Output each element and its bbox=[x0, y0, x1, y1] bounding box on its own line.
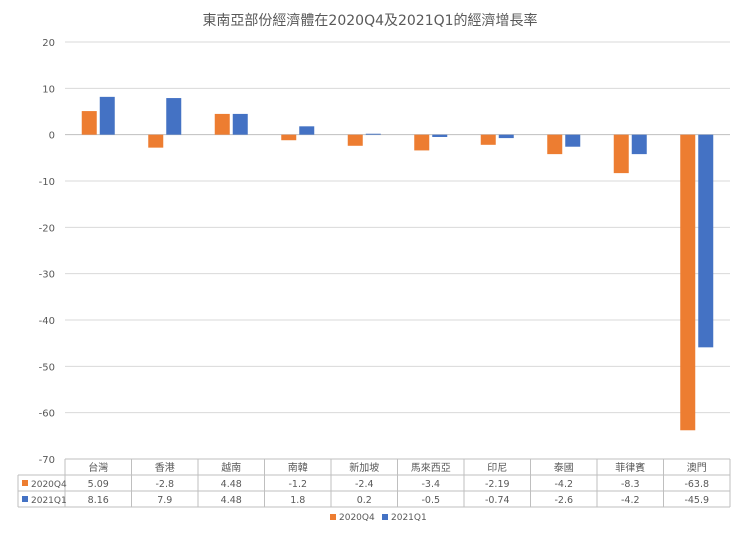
bar-2021Q1 bbox=[365, 133, 381, 135]
bar-2021Q1 bbox=[232, 113, 248, 135]
data-label: -4.2 bbox=[554, 479, 573, 490]
data-label: -1.2 bbox=[288, 479, 307, 490]
data-label: 0.2 bbox=[357, 495, 372, 506]
data-label: 7.9 bbox=[157, 495, 172, 506]
bar-2020Q4 bbox=[414, 134, 430, 151]
bar-2020Q4 bbox=[547, 134, 563, 155]
legend: 2020Q4 2021Q1 bbox=[330, 513, 427, 523]
series-label: 2020Q4 bbox=[31, 480, 67, 490]
y-tick-label: -20 bbox=[39, 223, 55, 234]
legend-label: 2021Q1 bbox=[391, 513, 427, 523]
y-tick-label: -10 bbox=[39, 177, 55, 188]
gridlines bbox=[65, 41, 730, 460]
y-tick-label: -70 bbox=[39, 455, 55, 466]
data-label: 5.09 bbox=[88, 479, 109, 490]
bar-2020Q4 bbox=[214, 113, 230, 135]
bar-2020Q4 bbox=[480, 134, 496, 145]
data-label: -0.74 bbox=[485, 495, 510, 506]
bar-2020Q4 bbox=[148, 134, 164, 148]
bar-2021Q1 bbox=[299, 126, 315, 135]
data-label: -2.8 bbox=[155, 479, 174, 490]
y-tick-label: 0 bbox=[49, 131, 55, 142]
category-label: 越南 bbox=[221, 461, 241, 474]
category-label: 香港 bbox=[155, 462, 175, 474]
category-label: 台灣 bbox=[88, 461, 108, 474]
y-tick-label: -40 bbox=[39, 316, 55, 327]
data-label: -2.4 bbox=[355, 479, 374, 490]
y-tick-label: -30 bbox=[39, 270, 55, 281]
legend-swatch-2021Q1 bbox=[382, 514, 388, 520]
y-tick-label: -60 bbox=[39, 409, 55, 420]
category-label: 新加坡 bbox=[349, 461, 379, 474]
y-tick-label: 10 bbox=[42, 84, 55, 95]
bar-2021Q1 bbox=[565, 134, 581, 147]
y-tick-label: 20 bbox=[42, 38, 55, 49]
bar-2021Q1 bbox=[99, 96, 115, 135]
bars bbox=[81, 96, 714, 431]
data-label: 1.8 bbox=[290, 495, 305, 506]
data-label: -4.2 bbox=[621, 495, 640, 506]
bar-2021Q1 bbox=[698, 134, 714, 348]
legend-label: 2020Q4 bbox=[339, 513, 375, 523]
bar-2020Q4 bbox=[680, 134, 696, 431]
legend-swatch-2020Q4 bbox=[330, 514, 336, 520]
category-label: 泰國 bbox=[554, 461, 574, 474]
data-label: -3.4 bbox=[421, 479, 440, 490]
data-label: -0.5 bbox=[421, 495, 440, 506]
category-label: 印尼 bbox=[487, 462, 507, 474]
category-label: 菲律賓 bbox=[615, 461, 645, 474]
category-label: 南韓 bbox=[288, 461, 308, 474]
legend-key-2020Q4 bbox=[22, 480, 28, 486]
series-label: 2021Q1 bbox=[31, 496, 67, 506]
data-table: 台灣 香港 越南 南韓 新加坡 馬來西亞 印尼 泰國 菲律賓 澳門 2020Q4 5.09 -2.8 4.… bbox=[17, 458, 731, 508]
data-label: 8.16 bbox=[88, 495, 109, 506]
data-label: -45.9 bbox=[684, 495, 709, 506]
bar-2021Q1 bbox=[166, 98, 182, 135]
data-label: 4.48 bbox=[221, 495, 242, 506]
data-label: -2.19 bbox=[485, 479, 510, 490]
legend-key-2021Q1 bbox=[22, 496, 28, 502]
data-label: -63.8 bbox=[684, 479, 709, 490]
bar-2020Q4 bbox=[347, 134, 363, 146]
category-label: 馬來西亞 bbox=[411, 462, 451, 474]
bar-2020Q4 bbox=[81, 111, 97, 135]
category-label: 澳門 bbox=[687, 461, 707, 474]
chart-title: 東南亞部份經濟體在2020Q4及2021Q1的經濟增長率 bbox=[202, 12, 537, 29]
data-label: -8.3 bbox=[621, 479, 640, 490]
bar-2020Q4 bbox=[613, 134, 629, 174]
bar-2021Q1 bbox=[631, 134, 647, 155]
data-label: 4.48 bbox=[221, 479, 242, 490]
data-label: -2.6 bbox=[554, 495, 573, 506]
bar-2020Q4 bbox=[281, 134, 297, 141]
bar-2021Q1 bbox=[432, 134, 448, 137]
bar-2021Q1 bbox=[498, 134, 514, 139]
y-axis-ticks: 20 10 0 -10 -20 -30 -40 -50 -60 -70 bbox=[39, 38, 55, 466]
y-tick-label: -50 bbox=[39, 362, 55, 373]
